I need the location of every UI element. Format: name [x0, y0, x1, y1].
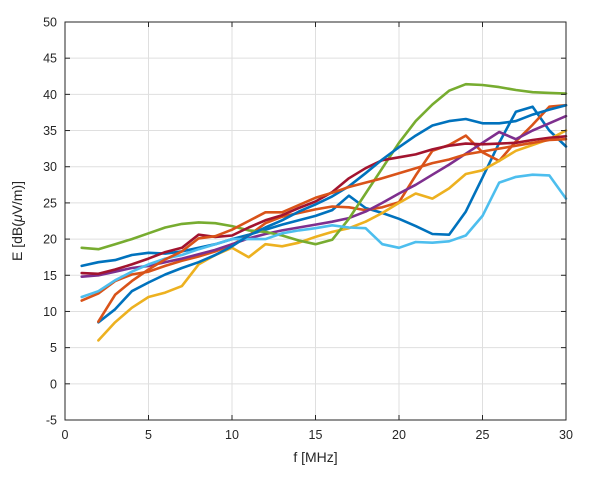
- series-layer: [80, 82, 568, 342]
- y-tick-label: 45: [43, 52, 57, 66]
- y-tick-label: 5: [50, 341, 57, 355]
- x-tick-label: 20: [392, 428, 406, 442]
- x-tick-label: 0: [62, 428, 69, 442]
- series-line-series-8: [97, 103, 568, 324]
- series-line-series-5: [80, 82, 568, 251]
- y-tick-label: 20: [43, 233, 57, 247]
- series-line-series-7: [80, 135, 568, 276]
- series-line-series-3: [97, 129, 568, 342]
- y-axis-label: E [dB(μV/m)]: [9, 181, 25, 261]
- y-axis-label-part: E [dB(: [9, 222, 25, 261]
- y-tick-label: 0: [50, 377, 57, 391]
- x-axis-label: f [MHz]: [293, 449, 337, 465]
- y-tick-label: 10: [43, 305, 57, 319]
- tick-layer: 0 5 10 15 20 25 30 -5 0 5 10 15 20 25 30 35 40 45 50: [43, 16, 573, 443]
- y-tick-label: 25: [43, 196, 57, 210]
- y-axis-label-part: V/m)]: [9, 181, 25, 214]
- x-tick-label: 30: [559, 428, 573, 442]
- x-tick-label: 15: [309, 428, 323, 442]
- series-line-series-2: [80, 103, 568, 302]
- y-tick-label: -5: [46, 414, 57, 428]
- x-tick-label: 5: [145, 428, 152, 442]
- y-tick-label: 35: [43, 124, 57, 138]
- series-line-series-9: [97, 137, 568, 323]
- y-tick-label: 50: [43, 16, 57, 30]
- y-tick-label: 15: [43, 269, 57, 283]
- series-line-series-4: [80, 114, 568, 279]
- x-tick-label: 25: [476, 428, 490, 442]
- y-tick-label: 30: [43, 160, 57, 174]
- y-tick-label: 40: [43, 88, 57, 102]
- y-axis-label-mu: μ: [9, 214, 25, 223]
- grid-layer: [64, 21, 567, 421]
- x-tick-label: 10: [225, 428, 239, 442]
